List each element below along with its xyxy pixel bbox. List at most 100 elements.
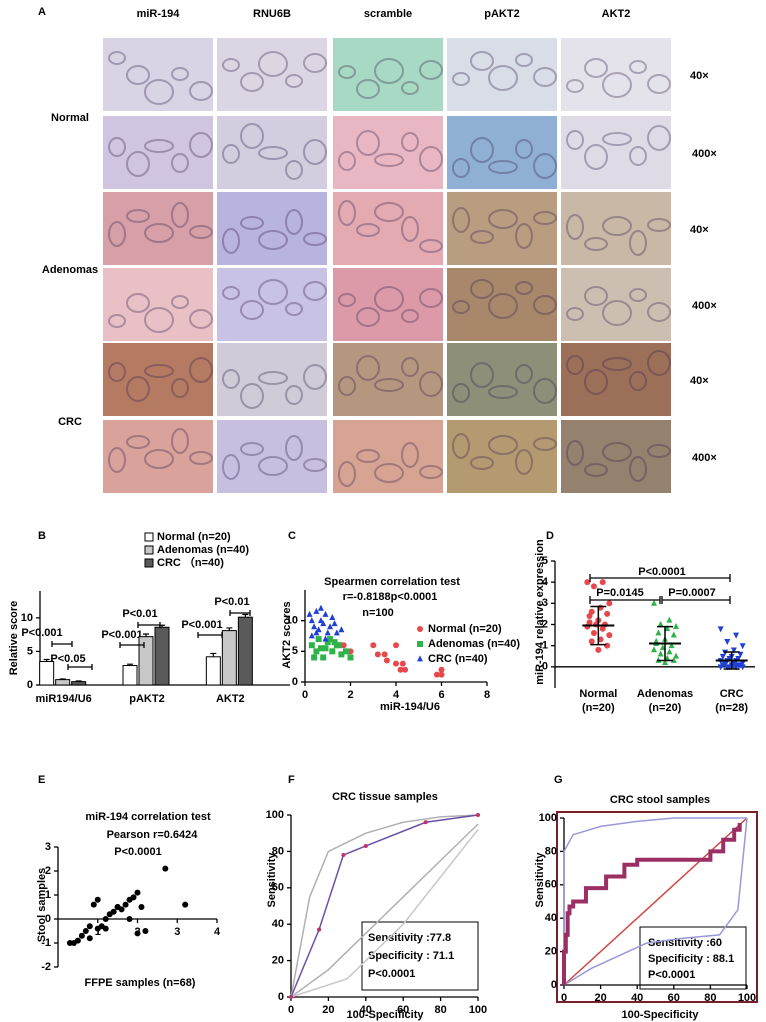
micrograph-tile [447,268,557,341]
tissue-texture [303,53,327,73]
point [134,930,141,937]
bar [205,656,221,686]
point [322,610,329,617]
point [402,666,409,673]
point [606,632,613,639]
panel-label: D [546,530,554,542]
tissue-texture [144,223,174,243]
tissue-texture [515,139,533,159]
tissue-texture [629,60,647,74]
tissue-texture [629,288,647,302]
point [329,648,336,655]
tissue-texture [629,371,647,391]
point [122,901,129,908]
tissue-texture [566,130,584,150]
tissue-texture [584,237,608,251]
significance-bracket [51,641,73,647]
bar [71,681,87,686]
x-axis-label: FFPE samples (n=68) [85,977,196,989]
point [599,625,606,632]
y-tick-label: 20 [272,955,284,967]
tissue-texture [401,132,419,152]
point [320,654,327,661]
point [399,660,406,667]
tissue-texture [144,307,174,333]
column-header: miR-194 [137,8,181,20]
micrograph-tile [447,192,557,265]
x-tick-label: 60 [397,1004,409,1016]
micrograph [561,420,671,493]
y-tick-label: 2 [45,865,51,877]
tissue-texture [356,307,380,327]
error-bar [226,627,233,631]
legend-swatch [144,545,154,555]
roc-line [290,814,479,998]
legend-label: Normal (n=20) [428,623,502,635]
point [182,901,189,908]
micrograph [103,343,213,416]
tissue-texture [533,67,557,87]
tissue-texture [647,74,671,94]
tissue-texture [566,440,584,466]
point [374,651,381,658]
tissue-texture [338,65,356,79]
tissue-texture [488,209,518,229]
point [719,653,726,660]
micrograph [103,420,213,493]
tissue-texture [356,449,380,463]
bar [154,626,170,686]
micrograph [103,38,213,111]
micrograph [447,38,557,111]
micrograph [103,192,213,265]
significance-bracket [589,596,661,604]
micrograph-tile [561,38,671,111]
tissue-texture [584,463,608,477]
x-tick-label: pAKT2 [129,693,164,705]
tissue-texture [356,223,380,237]
micrograph-tile [447,116,557,189]
point [315,626,322,633]
tissue-texture [222,228,240,254]
tissue-texture [602,72,632,98]
roc-line [563,817,747,985]
point [730,647,737,654]
y-tick-label: 0 [551,979,557,991]
magnification: 40× [690,375,709,387]
point [82,928,89,934]
point [102,916,109,922]
tissue-texture [488,385,518,399]
tissue-texture [419,371,443,397]
tissue-texture [258,279,288,305]
micrograph-tile [333,268,443,341]
micrograph-tile [561,343,671,416]
point [670,656,677,663]
annotation: Sensitivity :77.8 [368,932,451,944]
tissue-texture [602,442,632,462]
magnification: 40× [690,70,709,82]
x-tick-label: Adenomas [637,688,693,700]
tissue-texture [515,281,533,295]
tissue-texture [171,378,189,398]
tissue-texture [602,216,632,236]
row-label: Adenomas [42,264,98,276]
micrograph-tile [447,343,557,416]
annotation: P<0.0001 [368,968,415,980]
tissue-texture [171,67,189,81]
plot-frame [556,811,758,1003]
tissue-texture [401,216,419,242]
micrograph-tile [561,420,671,493]
x-tick-label: 6 [438,689,444,701]
y-tick-label: -1 [41,937,51,949]
point [733,632,740,639]
roc-line [562,823,742,985]
annotation: n=100 [362,607,394,619]
tissue-texture [533,378,557,404]
bar [237,616,253,686]
tissue-texture [470,456,494,470]
point [724,664,731,671]
tissue-texture [303,458,327,472]
tissue-texture [629,230,647,256]
tissue-texture [240,383,264,409]
y-tick-label: 3 [45,841,51,853]
tissue-texture [258,456,288,476]
